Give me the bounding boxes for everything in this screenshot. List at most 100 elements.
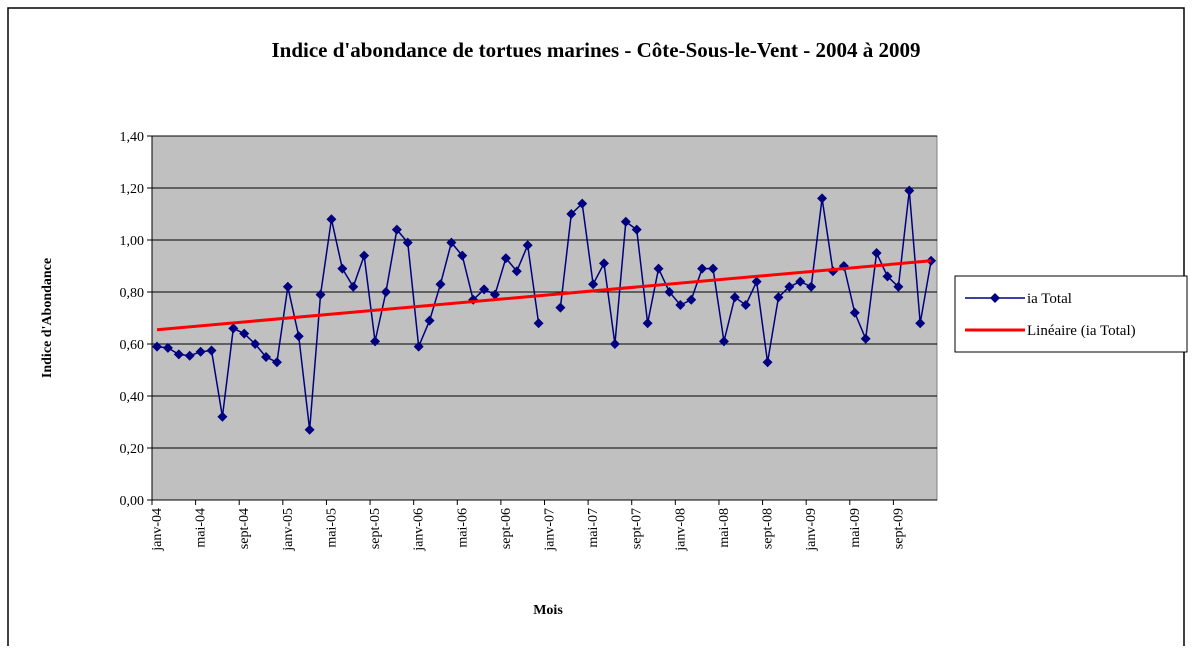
data-point — [511, 266, 522, 277]
data-point — [446, 237, 457, 248]
y-tick-label: 0,80 — [120, 286, 145, 301]
data-point — [588, 279, 599, 290]
data-point — [718, 336, 729, 347]
data-point — [228, 323, 239, 334]
y-tick-label: 1,00 — [120, 234, 145, 249]
data-point — [708, 263, 719, 274]
x-tick-label: sept-05 — [368, 508, 383, 549]
data-point — [173, 349, 184, 360]
x-tick-label: mai-07 — [586, 508, 601, 548]
y-tick-label: 0,00 — [120, 494, 145, 509]
x-tick-label: mai-04 — [194, 508, 209, 548]
data-point — [740, 300, 751, 310]
data-point — [533, 318, 544, 329]
data-point — [762, 357, 773, 368]
x-axis-label: Mois — [533, 603, 563, 618]
data-point — [729, 292, 740, 303]
data-point — [217, 411, 228, 422]
data-point — [675, 300, 686, 310]
data-point — [860, 333, 871, 344]
chart-title: Indice d'abondance de tortues marines - … — [271, 38, 920, 62]
trend-line — [156, 259, 932, 332]
x-tick-label: sept-04 — [237, 508, 252, 549]
y-axis-label: Indice d'Abondance — [40, 258, 55, 378]
legend-marker — [990, 293, 1000, 303]
x-tick-label: mai-05 — [324, 508, 339, 548]
data-point — [522, 240, 533, 251]
data-point — [751, 276, 762, 287]
data-point — [337, 263, 348, 274]
data-point — [348, 281, 359, 292]
data-point — [806, 281, 817, 292]
data-point — [795, 276, 806, 287]
data-point — [391, 224, 402, 235]
data-point — [184, 350, 195, 361]
x-tick-label: mai-08 — [717, 508, 732, 548]
x-tick-label: mai-09 — [848, 508, 863, 548]
data-point — [293, 331, 304, 342]
data-point — [326, 214, 337, 225]
data-point — [402, 237, 413, 248]
data-point — [566, 209, 577, 219]
x-tick-label: janv-06 — [412, 508, 427, 552]
data-point — [479, 284, 490, 295]
data-point — [162, 342, 173, 353]
data-point — [620, 216, 631, 227]
data-point — [435, 279, 446, 290]
y-tick-label: 1,20 — [120, 182, 145, 197]
x-tick-label: janv-04 — [150, 508, 165, 552]
data-point — [195, 346, 206, 357]
y-tick-label: 0,60 — [120, 338, 145, 353]
data-point — [304, 424, 315, 435]
data-point — [599, 258, 610, 269]
data-point — [893, 281, 904, 292]
data-point — [370, 336, 381, 347]
data-point — [489, 289, 500, 300]
data-point — [555, 302, 566, 313]
x-tick-label: sept-07 — [630, 508, 645, 549]
legend — [954, 275, 1188, 353]
data-point — [904, 185, 915, 196]
data-point — [315, 289, 326, 300]
data-point — [784, 281, 795, 292]
data-point — [239, 328, 250, 339]
x-tick-label: sept-08 — [761, 508, 776, 549]
data-point — [915, 318, 926, 329]
data-point — [271, 357, 282, 368]
data-point — [250, 339, 261, 349]
data-point — [609, 339, 620, 349]
data-point — [642, 318, 653, 329]
data-point — [686, 294, 697, 305]
data-point — [261, 352, 272, 362]
data-point — [457, 250, 468, 261]
data-point — [206, 345, 217, 356]
x-tick-label: janv-08 — [673, 508, 688, 552]
y-tick-label: 0,20 — [120, 442, 145, 457]
data-point — [500, 253, 511, 264]
y-tick-label: 1,40 — [120, 130, 145, 145]
plot-area — [151, 135, 938, 501]
x-tick-label: janv-09 — [804, 508, 819, 552]
y-tick-label: 0,40 — [120, 390, 145, 405]
legend-label: Linéaire (ia Total) — [1027, 323, 1136, 339]
data-point — [359, 250, 370, 261]
legend-label: ia Total — [1027, 291, 1072, 307]
data-point — [664, 287, 675, 297]
data-point — [380, 287, 391, 297]
data-point — [413, 341, 424, 352]
data-point — [631, 224, 642, 235]
data-point — [697, 263, 708, 274]
x-tick-label: janv-07 — [543, 508, 558, 552]
data-point — [577, 198, 588, 209]
data-point — [424, 315, 435, 326]
data-point — [817, 193, 828, 204]
x-tick-label: sept-06 — [499, 508, 514, 549]
data-point — [773, 292, 784, 303]
data-point — [282, 281, 293, 292]
x-tick-label: sept-09 — [891, 508, 906, 549]
data-point — [871, 248, 882, 258]
data-point — [882, 271, 893, 282]
data-point — [653, 263, 664, 274]
data-point — [152, 341, 162, 352]
